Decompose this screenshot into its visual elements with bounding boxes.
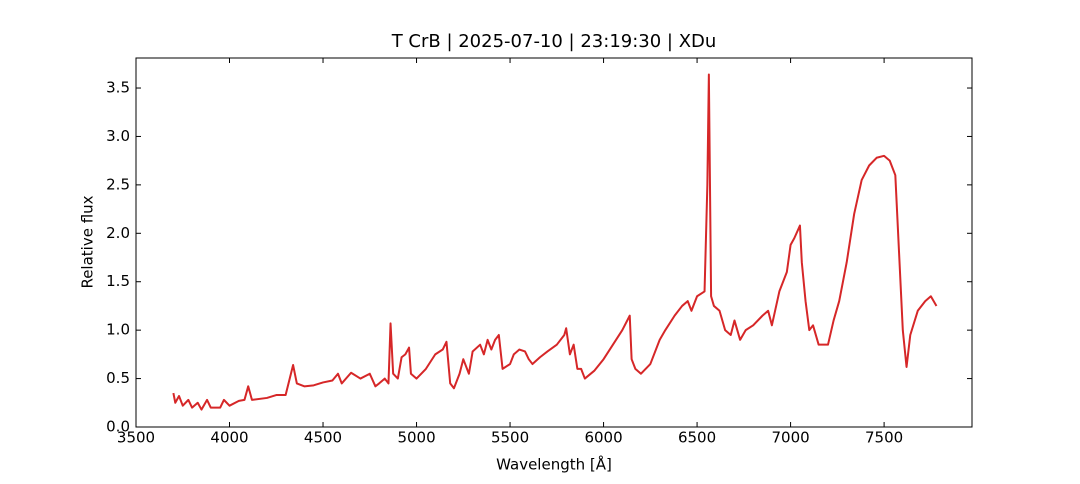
y-tick-label: 3.0 (106, 127, 130, 145)
x-tick-label: 6500 (678, 429, 716, 447)
chart-title: T CrB | 2025-07-10 | 23:19:30 | XDu (391, 31, 717, 52)
x-axis-label: Wavelength [Å] (496, 455, 612, 474)
spectrum-line (172, 73, 938, 411)
x-tick-label: 4500 (304, 429, 342, 447)
y-tick-label: 2.0 (106, 224, 130, 242)
y-tick-label: 2.5 (106, 175, 130, 193)
y-tick-label: 3.5 (106, 79, 130, 97)
y-tick-label: 0.0 (106, 418, 130, 436)
y-tick-label: 1.0 (106, 321, 130, 339)
x-tick-label: 5500 (491, 429, 529, 447)
y-axis-label: Relative flux (79, 195, 97, 288)
x-tick-label: 7000 (771, 429, 809, 447)
x-tick-label: 7500 (865, 429, 903, 447)
plot-frame (135, 57, 973, 428)
x-tick-label: 3500 (117, 429, 155, 447)
y-tick-label: 1.5 (106, 272, 130, 290)
y-tick-label: 0.5 (106, 369, 130, 387)
x-tick-label: 6000 (584, 429, 622, 447)
x-tick-label: 4000 (210, 429, 248, 447)
x-tick-label: 5000 (397, 429, 435, 447)
